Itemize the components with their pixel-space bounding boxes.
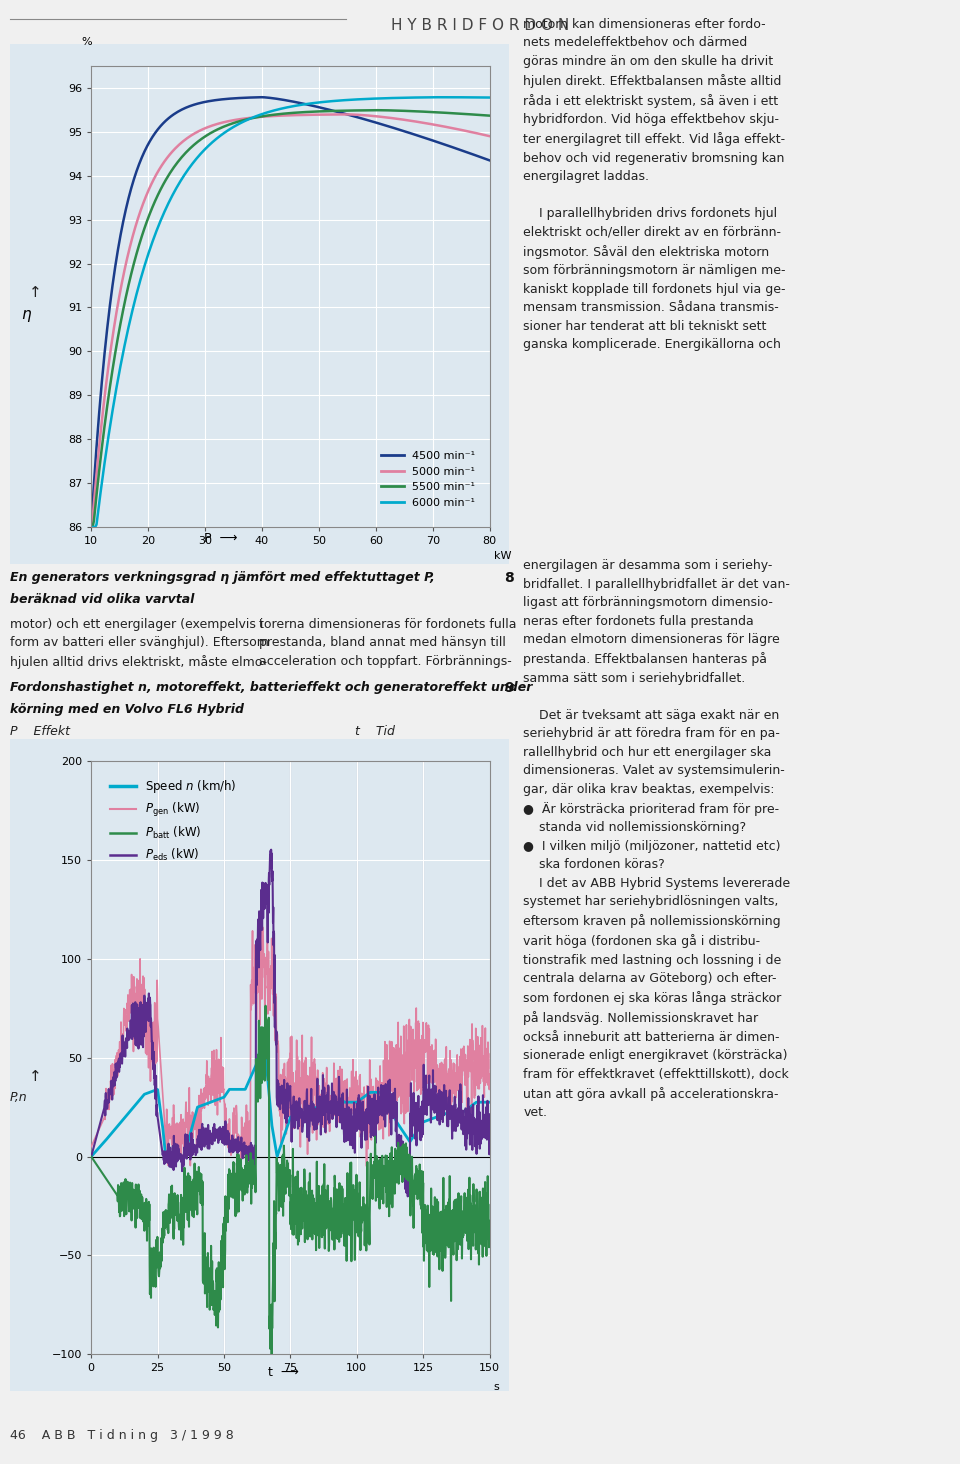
Text: beräknad vid olika varvtal: beräknad vid olika varvtal: [10, 593, 194, 606]
Legend: Speed $n$ (km/h), $P_\mathrm{gen}$ (kW), $P_\mathrm{batt}$ (kW), $P_\mathrm{eds}: Speed $n$ (km/h), $P_\mathrm{gen}$ (kW),…: [105, 773, 242, 868]
Legend: 4500 min⁻¹, 5000 min⁻¹, 5500 min⁻¹, 6000 min⁻¹: 4500 min⁻¹, 5000 min⁻¹, 5500 min⁻¹, 6000…: [377, 447, 480, 512]
Text: 9: 9: [504, 681, 514, 695]
Text: P,n: P,n: [10, 1092, 27, 1104]
Text: torerna dimensioneras för fordonets fulla
prestanda, bland annat med hänsyn till: torerna dimensioneras för fordonets full…: [259, 618, 516, 668]
Text: Fordonshastighet n, motoreffekt, batterieffekt och generatoreffekt under: Fordonshastighet n, motoreffekt, batteri…: [10, 681, 532, 694]
Text: t  ⟶: t ⟶: [268, 1366, 299, 1379]
Text: 8: 8: [504, 571, 514, 586]
Text: kW: kW: [493, 552, 511, 561]
Text: H Y B R I D F O R D O N: H Y B R I D F O R D O N: [391, 18, 569, 32]
Text: η: η: [21, 307, 31, 322]
Text: körning med en Volvo FL6 Hybrid: körning med en Volvo FL6 Hybrid: [10, 703, 244, 716]
Text: 46    A B B   T i d n i n g   3 / 1 9 9 8: 46 A B B T i d n i n g 3 / 1 9 9 8: [10, 1429, 233, 1442]
Text: s: s: [493, 1382, 499, 1392]
Text: motor) och ett energilager (exempelvis i
form av batteri eller svänghjul). Efter: motor) och ett energilager (exempelvis i…: [10, 618, 269, 669]
Text: energilagen är desamma som i seriehy-
bridfallet. I parallellhybridfallet är det: energilagen är desamma som i seriehy- br…: [523, 559, 790, 1120]
Text: ↑: ↑: [29, 1069, 41, 1083]
Text: ↑: ↑: [29, 285, 41, 300]
Text: En generators verkningsgrad η jämfört med effektuttaget P,: En generators verkningsgrad η jämfört me…: [10, 571, 434, 584]
Text: t    Tid: t Tid: [355, 725, 396, 738]
Text: %: %: [82, 38, 92, 47]
Text: motorn kan dimensioneras efter fordo-
nets medeleffektbehov och därmed
göras min: motorn kan dimensioneras efter fordo- ne…: [523, 18, 785, 351]
Text: P    Effekt: P Effekt: [10, 725, 69, 738]
Text: P  ⟶: P ⟶: [204, 531, 237, 545]
